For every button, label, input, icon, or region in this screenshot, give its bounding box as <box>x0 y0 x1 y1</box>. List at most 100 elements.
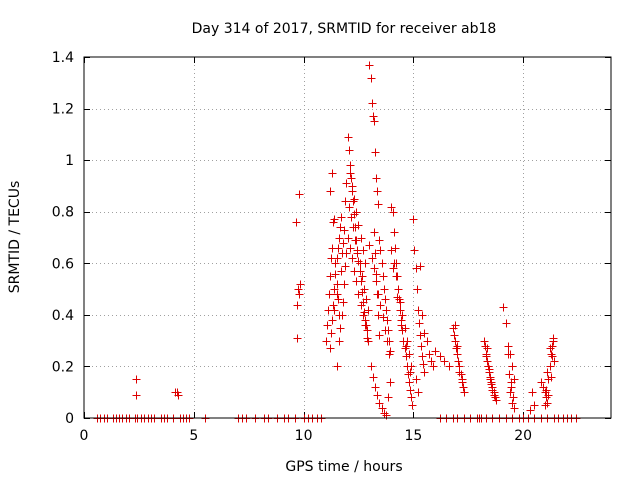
data-point <box>396 298 405 307</box>
data-point <box>328 169 337 178</box>
data-point <box>293 334 302 343</box>
data-point <box>390 228 399 237</box>
data-point <box>548 352 557 361</box>
data-point <box>333 362 342 371</box>
data-point <box>417 342 426 351</box>
data-point <box>336 324 345 333</box>
data-point <box>486 375 495 384</box>
data-point <box>429 362 438 371</box>
data-point <box>423 337 432 346</box>
plot-frame <box>83 56 612 419</box>
x-tick-label: 0 <box>80 428 89 444</box>
axis-ticks <box>84 57 611 419</box>
data-point <box>349 197 358 206</box>
data-point <box>451 321 460 330</box>
data-point <box>326 272 335 281</box>
x-tick-label: 20 <box>514 428 532 444</box>
data-point <box>547 373 556 382</box>
data-point <box>419 360 428 369</box>
data-point <box>348 182 357 191</box>
data-point <box>453 350 462 359</box>
data-point <box>508 362 517 371</box>
data-point <box>373 391 382 400</box>
data-point <box>362 295 371 304</box>
data-point <box>357 234 366 243</box>
data-point <box>376 246 385 255</box>
data-point <box>440 357 449 366</box>
data-point <box>364 306 373 315</box>
data-point <box>334 244 343 253</box>
data-point <box>337 267 346 276</box>
data-point <box>375 399 384 408</box>
data-point <box>381 326 390 335</box>
data-point <box>407 362 416 371</box>
data-point <box>346 169 355 178</box>
data-point <box>418 352 427 361</box>
data-point <box>384 393 393 402</box>
data-point <box>392 272 401 281</box>
data-point <box>296 280 305 289</box>
data-point <box>509 393 518 402</box>
data-point <box>330 215 339 224</box>
data-point <box>544 391 553 400</box>
data-point <box>132 391 141 400</box>
data-point <box>480 337 489 346</box>
data-point <box>375 331 384 340</box>
data-point <box>542 393 551 402</box>
data-point <box>335 234 344 243</box>
data-point <box>344 133 353 142</box>
data-point <box>380 285 389 294</box>
data-point <box>378 404 387 413</box>
data-point <box>405 350 414 359</box>
data-point <box>330 306 339 315</box>
data-point <box>363 326 372 335</box>
data-point <box>376 301 385 310</box>
data-point <box>383 337 392 346</box>
data-point <box>386 378 395 387</box>
data-point <box>333 254 342 263</box>
data-point <box>341 262 350 271</box>
data-point <box>292 218 301 227</box>
data-point <box>379 272 388 281</box>
data-point <box>326 187 335 196</box>
data-point <box>367 362 376 371</box>
data-point <box>358 272 367 281</box>
data-point <box>327 329 336 338</box>
data-point <box>415 319 424 328</box>
data-point <box>335 337 344 346</box>
data-point <box>407 393 416 402</box>
data-point <box>347 213 356 222</box>
data-point <box>408 401 417 410</box>
data-point <box>506 388 515 397</box>
data-point <box>334 295 343 304</box>
data-point <box>368 99 377 108</box>
data-point <box>510 404 519 413</box>
data-point <box>397 321 406 330</box>
data-point <box>420 368 429 377</box>
y-tick-label: 1 <box>65 153 74 169</box>
data-point <box>396 306 405 315</box>
data-point <box>528 388 537 397</box>
data-point <box>338 311 347 320</box>
data-point <box>352 208 361 217</box>
x-tick-labels: 0 5 10 15 20 <box>80 428 533 444</box>
data-point <box>371 383 380 392</box>
data-point <box>174 391 183 400</box>
chart-title: Day 314 of 2017, SRMTID for receiver ab1… <box>192 21 497 37</box>
data-point <box>387 203 396 212</box>
data-point <box>354 221 363 230</box>
x-tick-label: 5 <box>189 428 198 444</box>
data-point <box>340 280 349 289</box>
data-point <box>445 362 454 371</box>
y-tick-label: 0.4 <box>52 308 74 324</box>
y-tick-label: 1.4 <box>52 50 74 66</box>
data-point <box>401 344 410 353</box>
data-point <box>342 179 351 188</box>
data-point <box>451 337 460 346</box>
data-point <box>359 246 368 255</box>
data-point <box>398 311 407 320</box>
data-point <box>373 290 382 299</box>
data-point <box>375 236 384 245</box>
data-point <box>505 370 514 379</box>
data-point <box>359 311 368 320</box>
